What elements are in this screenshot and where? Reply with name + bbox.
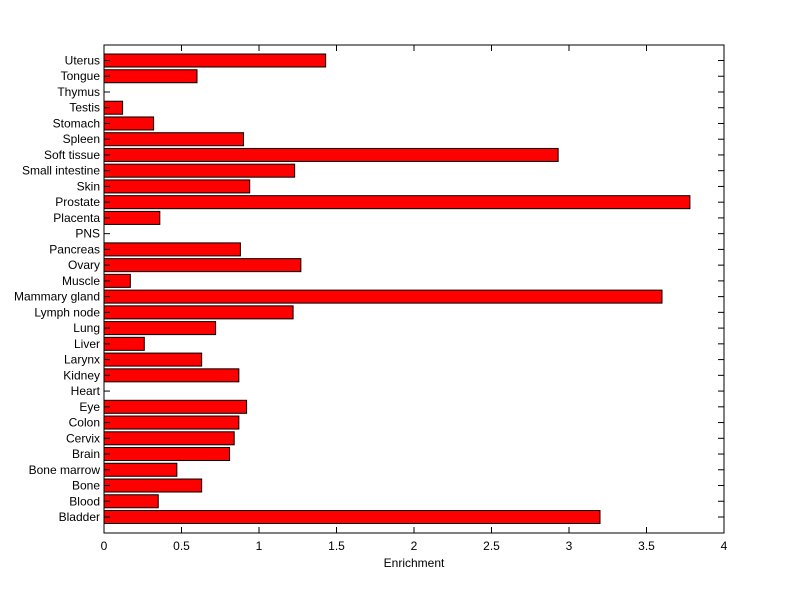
x-tick-label: 3: [566, 539, 573, 553]
category-label-blood: Blood: [69, 494, 100, 508]
bar-eye: [103, 399, 248, 414]
category-label-bladder: Bladder: [59, 510, 100, 524]
category-label-cervix: Cervix: [66, 431, 100, 445]
category-label-mammary-gland: Mammary gland: [14, 290, 100, 304]
bar-lymph-node: [103, 305, 294, 320]
bar-liver: [103, 336, 145, 351]
x-tick-label: 1.5: [328, 539, 345, 553]
plot-frame: [103, 44, 725, 534]
x-tick-label: 2.5: [483, 539, 500, 553]
bar-skin: [103, 179, 251, 194]
category-label-small-intestine: Small intestine: [22, 164, 100, 178]
x-tick-label: 0: [101, 539, 108, 553]
bar-prostate: [103, 195, 691, 210]
category-label-bone-marrow: Bone marrow: [29, 463, 101, 477]
category-label-lymph-node: Lymph node: [34, 305, 100, 319]
category-label-eye: Eye: [79, 400, 100, 414]
x-tick-label: 1: [256, 539, 263, 553]
category-label-tongue: Tongue: [61, 69, 101, 83]
category-label-uterus: Uterus: [65, 54, 100, 68]
category-label-soft-tissue: Soft tissue: [44, 148, 100, 162]
category-label-larynx: Larynx: [64, 353, 100, 367]
category-label-liver: Liver: [74, 337, 100, 351]
bar-bone: [103, 478, 203, 493]
category-label-placenta: Placenta: [53, 211, 100, 225]
category-label-pns: PNS: [75, 227, 100, 241]
bar-bladder: [103, 510, 601, 524]
bar-cervix: [103, 431, 235, 446]
bar-soft-tissue: [103, 147, 559, 162]
bar-kidney: [103, 368, 240, 383]
bar-blood: [103, 494, 159, 509]
category-label-brain: Brain: [72, 447, 100, 461]
category-label-ovary: Ovary: [68, 258, 100, 272]
bar-pancreas: [103, 242, 241, 257]
x-tick-label: 2: [411, 539, 418, 553]
category-label-skin: Skin: [77, 179, 100, 193]
category-label-muscle: Muscle: [62, 274, 100, 288]
bar-uterus: [103, 53, 327, 68]
bar-ovary: [103, 258, 302, 273]
bar-mammary-gland: [103, 289, 663, 304]
category-label-stomach: Stomach: [53, 116, 100, 130]
bar-colon: [103, 415, 240, 430]
bar-small-intestine: [103, 163, 296, 178]
category-label-kidney: Kidney: [63, 368, 100, 382]
x-tick-label: 0.5: [173, 539, 190, 553]
x-tick-labels-group: 0 0.5 1 1.5 2 2.5 3 3.5 4: [101, 539, 728, 553]
bar-lung: [103, 321, 217, 336]
x-axis-title: Enrichment: [384, 556, 445, 570]
category-label-colon: Colon: [69, 416, 100, 430]
bar-bone-marrow: [103, 462, 178, 477]
bar-placenta: [103, 210, 161, 225]
bar-spleen: [103, 132, 244, 147]
bar-brain: [103, 447, 231, 462]
category-label-bone: Bone: [72, 479, 100, 493]
ticks-group: [103, 45, 725, 533]
category-label-heart: Heart: [71, 384, 101, 398]
bar-stomach: [103, 116, 155, 131]
category-label-testis: Testis: [69, 101, 100, 115]
x-tick-label: 4: [721, 539, 728, 553]
x-tick-label: 3.5: [638, 539, 655, 553]
category-label-lung: Lung: [73, 321, 100, 335]
category-label-pancreas: Pancreas: [49, 242, 100, 256]
category-label-thymus: Thymus: [57, 85, 100, 99]
category-label-spleen: Spleen: [63, 132, 100, 146]
bar-larynx: [103, 352, 203, 367]
category-label-prostate: Prostate: [55, 195, 100, 209]
bar-tongue: [103, 69, 198, 84]
